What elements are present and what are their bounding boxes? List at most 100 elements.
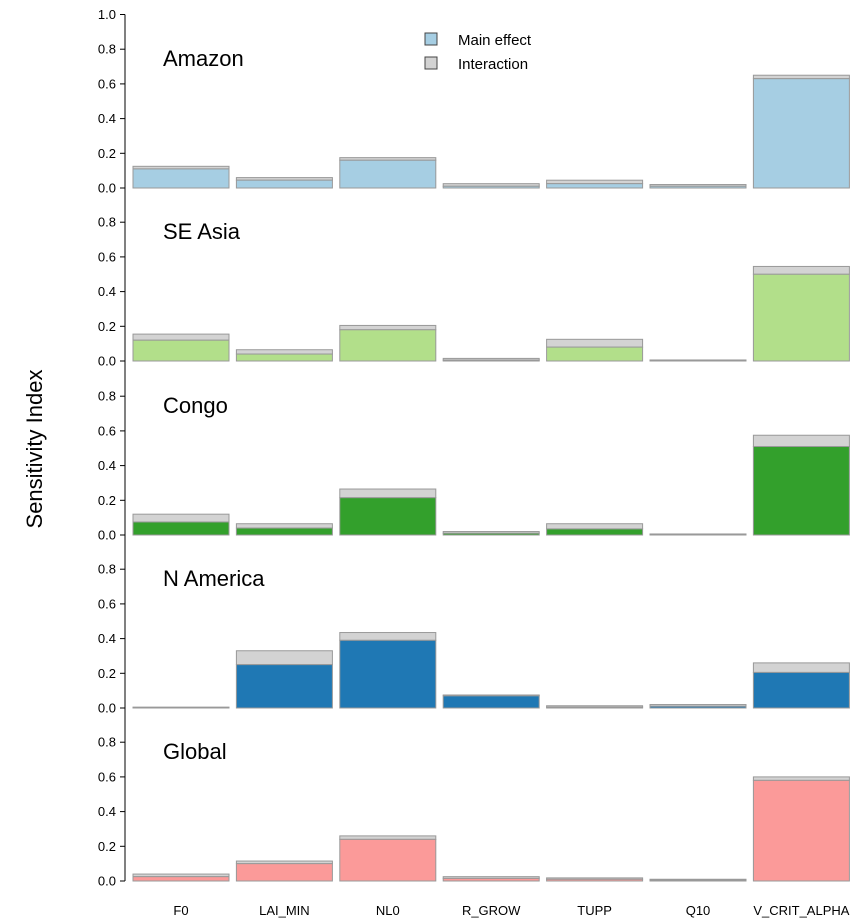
y-tick-label: 0.0: [98, 181, 116, 196]
bar-interaction: [546, 179, 644, 185]
bar-main-effect: [546, 878, 644, 882]
bar-interaction: [132, 513, 230, 523]
bar-main-effect: [339, 497, 437, 536]
y-axis-label: Sensitivity Index: [22, 370, 47, 529]
bar-main-effect: [132, 876, 230, 882]
legend: Main effect Interaction: [424, 32, 532, 73]
y-tick-label: 0.6: [98, 249, 116, 264]
y-tick-label: 0.8: [98, 562, 116, 577]
bar-interaction: [235, 650, 333, 666]
x-tick-label: V_CRIT_ALPHA: [753, 903, 849, 918]
y-tick-label: 0.8: [98, 389, 116, 404]
bar-main-effect: [546, 706, 644, 709]
panel-amazon: 0.0 0.2 0.4 0.6 0.8 1.0 Amazon: [98, 7, 850, 196]
bar-interaction: [235, 523, 333, 529]
legend-label-main-effect: Main effect: [458, 32, 532, 49]
bar-main-effect: [132, 168, 230, 189]
legend-swatch-interaction: [424, 56, 438, 70]
bar-main-effect: [546, 528, 644, 536]
panel-congo: 0.0 0.2 0.4 0.6 0.8 Congo: [98, 389, 850, 543]
bar-main-effect: [235, 664, 333, 709]
bar-main-effect: [339, 639, 437, 709]
legend-swatch-main-effect: [424, 32, 438, 46]
bar-main-effect: [752, 446, 850, 536]
y-tick-label: 0.2: [98, 666, 116, 681]
bar-main-effect: [649, 185, 747, 189]
bar-main-effect: [339, 329, 437, 362]
bar-interaction: [339, 632, 437, 641]
y-tick-label: 0.0: [98, 701, 116, 716]
panel-se-asia: 0.0 0.2 0.4 0.6 0.8 SE Asia: [98, 215, 850, 369]
y-tick-label: 1.0: [98, 7, 116, 22]
y-tick-label: 0.8: [98, 215, 116, 230]
region-label: Amazon: [163, 46, 244, 71]
bar-interaction: [235, 349, 333, 355]
x-tick-label: NL0: [376, 903, 400, 918]
bar-interaction: [752, 662, 850, 673]
panels: 0.0 0.2 0.4 0.6 0.8 1.0 Amazon 0.0 0.2 0.4 0.6 0.8 S…: [98, 7, 850, 889]
y-tick-label: 0.2: [98, 493, 116, 508]
x-tick-label: R_GROW: [462, 903, 521, 918]
panel-n-america: 0.0 0.2 0.4 0.6 0.8 N America: [98, 562, 850, 716]
y-tick-label: 0.2: [98, 319, 116, 334]
y-tick-label: 0.4: [98, 804, 116, 819]
bar-main-effect: [649, 879, 747, 882]
bar-interaction: [546, 523, 644, 530]
bar-interaction: [752, 74, 850, 80]
bar-main-effect: [132, 339, 230, 362]
bar-interaction: [132, 333, 230, 341]
bar-main-effect: [339, 159, 437, 189]
y-tick-label: 0.8: [98, 42, 116, 57]
y-tick-label: 0.0: [98, 874, 116, 889]
bar-main-effect: [752, 273, 850, 362]
x-tick-label: Q10: [686, 903, 711, 918]
bar-main-effect: [132, 706, 230, 709]
y-tick-label: 0.6: [98, 423, 116, 438]
y-tick-label: 0.4: [98, 631, 116, 646]
y-tick-label: 0.4: [98, 458, 116, 473]
bar-main-effect: [442, 359, 540, 362]
bar-main-effect: [442, 532, 540, 536]
bar-main-effect: [752, 78, 850, 189]
bar-main-effect: [235, 527, 333, 536]
bar-main-effect: [752, 671, 850, 709]
bar-main-effect: [442, 185, 540, 189]
bar-interaction: [339, 324, 437, 331]
y-tick-label: 0.6: [98, 769, 116, 784]
x-tick-label: LAI_MIN: [259, 903, 310, 918]
region-label: Global: [163, 739, 227, 764]
y-tick-label: 0.4: [98, 284, 116, 299]
bar-interaction: [752, 265, 850, 275]
bar-interaction: [752, 434, 850, 448]
region-label: N America: [163, 566, 265, 591]
x-tick-labels: F0 LAI_MIN NL0 R_GROW TUPP Q10 V_CRIT_ALPHA: [173, 903, 849, 918]
bar-main-effect: [546, 346, 644, 362]
bar-main-effect: [442, 695, 540, 709]
bar-interaction: [339, 835, 437, 840]
x-tick-label: F0: [173, 903, 188, 918]
bar-main-effect: [235, 353, 333, 362]
y-tick-label: 0.6: [98, 76, 116, 91]
bar-interaction: [339, 488, 437, 499]
legend-label-interaction: Interaction: [458, 56, 528, 73]
y-tick-label: 0.0: [98, 354, 116, 369]
bar-main-effect: [546, 183, 644, 189]
bar-main-effect: [235, 863, 333, 882]
bar-main-effect: [339, 838, 437, 882]
y-tick-label: 0.2: [98, 839, 116, 854]
bar-main-effect: [442, 877, 540, 882]
region-label: SE Asia: [163, 219, 241, 244]
bar-main-effect: [649, 359, 747, 362]
y-tick-label: 0.4: [98, 111, 116, 126]
bar-interaction: [752, 776, 850, 781]
bar-main-effect: [132, 521, 230, 536]
y-tick-label: 0.8: [98, 735, 116, 750]
y-tick-label: 0.6: [98, 596, 116, 611]
x-tick-label: TUPP: [577, 903, 612, 918]
bar-main-effect: [649, 705, 747, 709]
bar-interaction: [546, 338, 644, 348]
bar-main-effect: [649, 533, 747, 536]
bar-main-effect: [235, 179, 333, 189]
y-tick-label: 0.0: [98, 528, 116, 543]
